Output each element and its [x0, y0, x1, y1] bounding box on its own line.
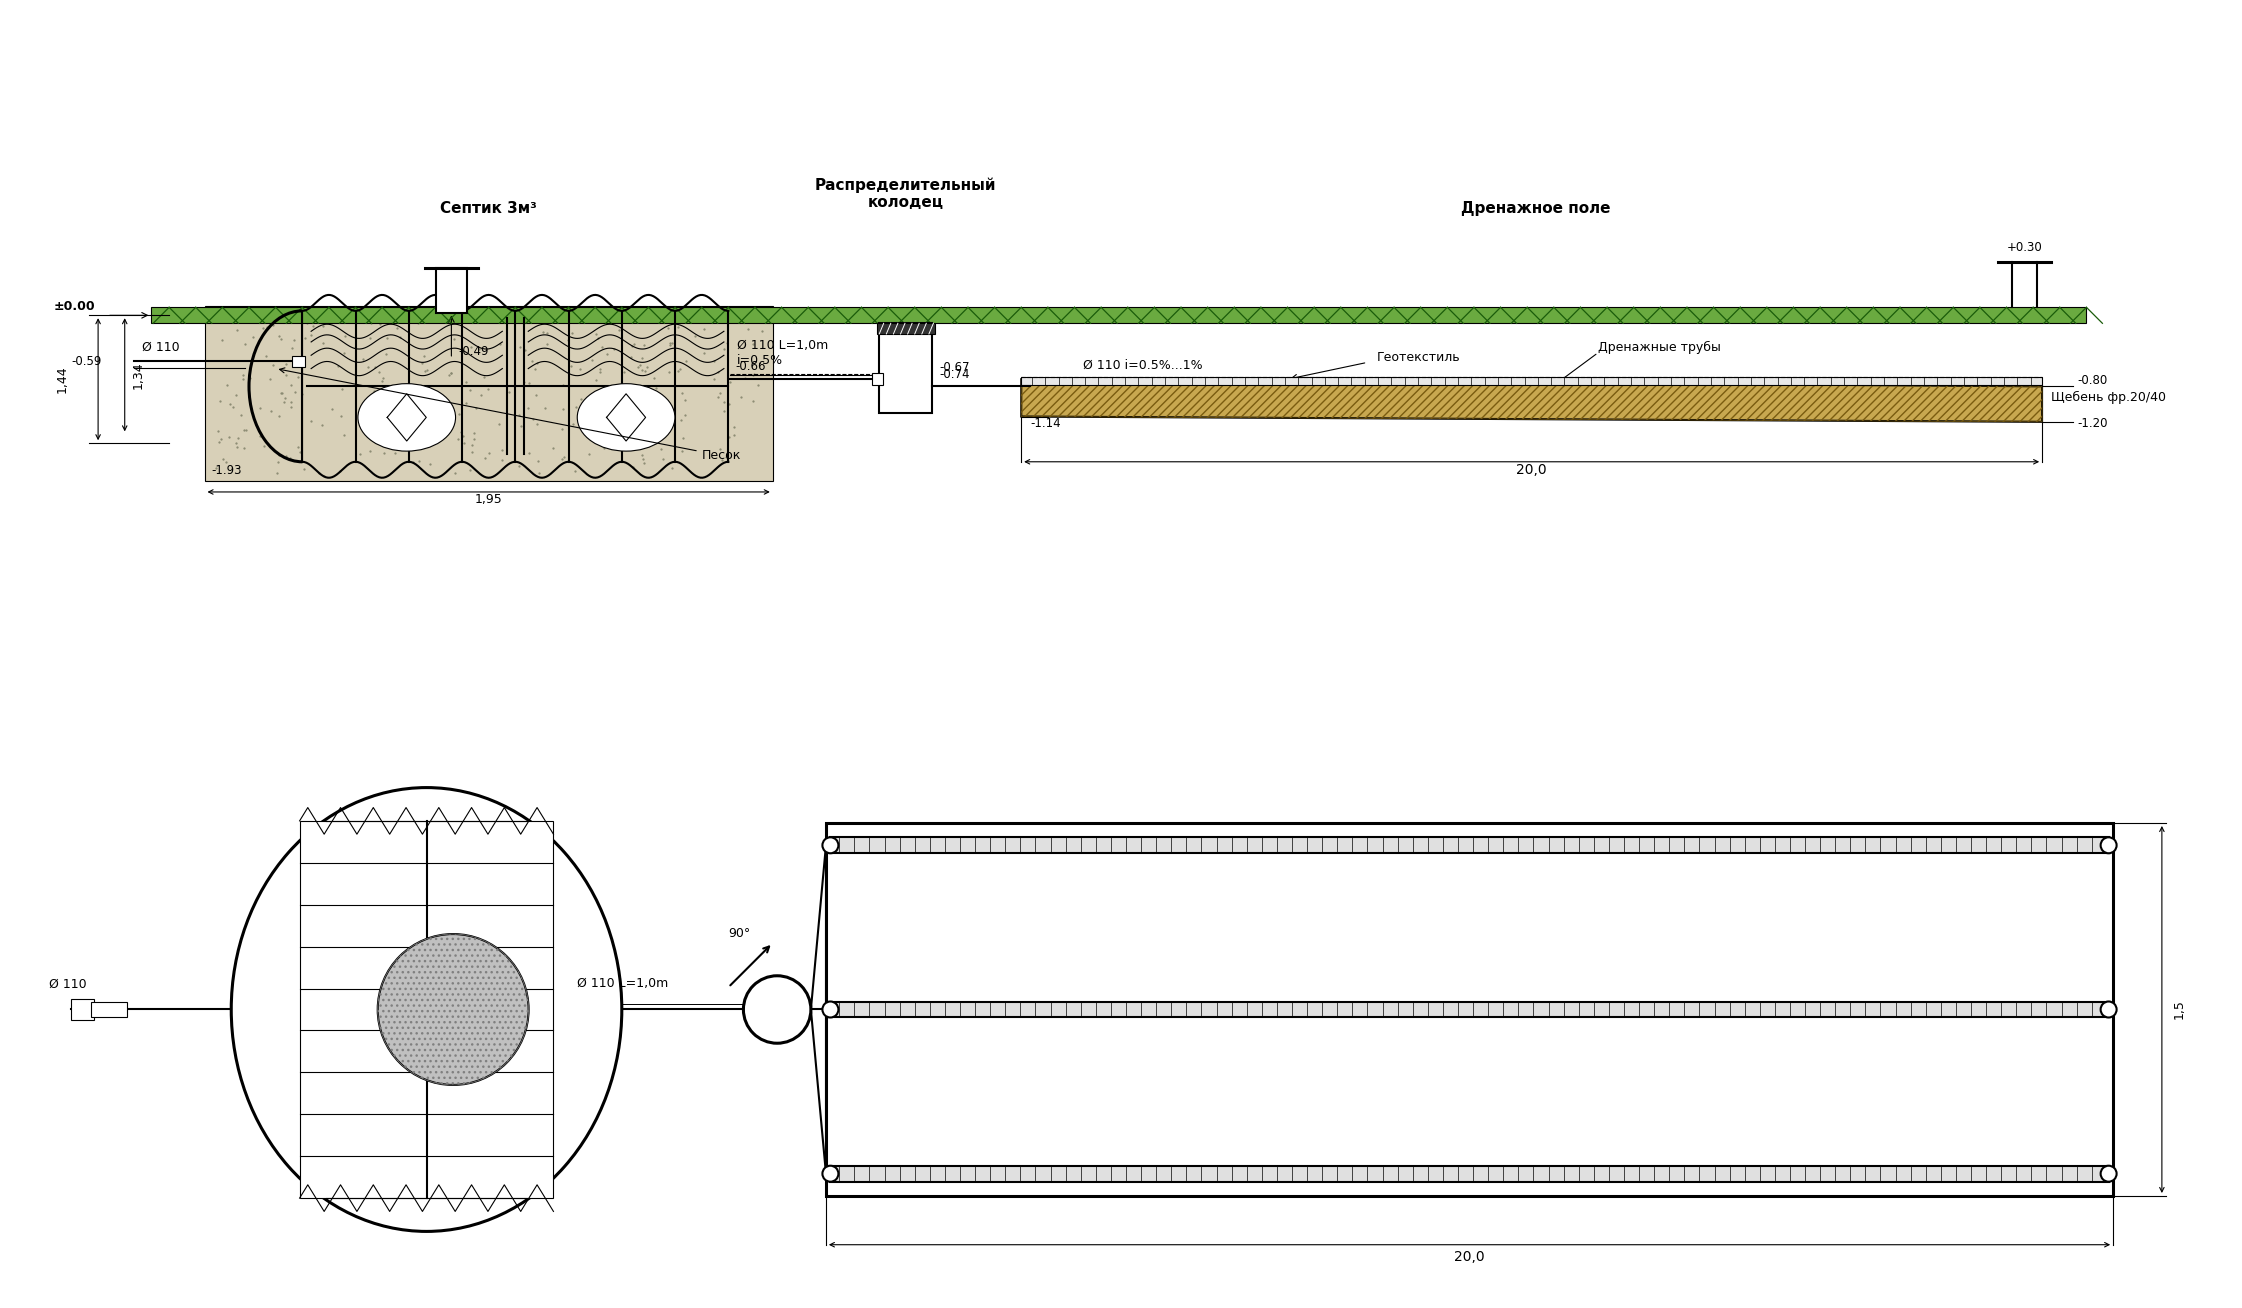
Bar	[830, 837, 2110, 853]
Text: Щебень фр.20/40: Щебень фр.20/40	[2051, 391, 2166, 404]
Text: Распределительный
колодец: Распределительный колодец	[816, 177, 998, 211]
Text: 90°: 90°	[729, 926, 751, 939]
Text: 1,5: 1,5	[2172, 999, 2186, 1019]
Text: -0.49: -0.49	[457, 345, 489, 358]
Bar	[1022, 378, 2042, 386]
Bar	[72, 999, 94, 1020]
Polygon shape	[1022, 379, 2042, 422]
Circle shape	[2101, 1002, 2116, 1018]
Ellipse shape	[359, 383, 455, 451]
Circle shape	[377, 934, 529, 1084]
Text: Септик 3м³: Септик 3м³	[439, 201, 538, 216]
Text: 1,34: 1,34	[132, 361, 143, 388]
Bar	[872, 373, 883, 386]
Circle shape	[2101, 837, 2116, 853]
Circle shape	[823, 1165, 839, 1181]
Bar	[300, 821, 554, 1198]
Text: -0.74: -0.74	[939, 369, 971, 382]
Text: Дренажные трубы: Дренажные трубы	[1599, 341, 1722, 354]
Text: Ø 110 L=1,0m: Ø 110 L=1,0m	[578, 977, 668, 990]
Circle shape	[2101, 1165, 2116, 1181]
Text: 1,44: 1,44	[56, 365, 70, 392]
Text: 20,0: 20,0	[1455, 1249, 1484, 1264]
Text: -1.93: -1.93	[211, 464, 242, 477]
Text: -0.66: -0.66	[735, 360, 767, 373]
Ellipse shape	[231, 787, 621, 1231]
Ellipse shape	[576, 383, 675, 451]
Bar	[877, 323, 935, 334]
Circle shape	[823, 1002, 839, 1018]
Text: Дренажное поле: Дренажное поле	[1462, 201, 1610, 216]
Text: ±0.00: ±0.00	[54, 300, 96, 313]
Bar	[92, 1002, 126, 1018]
Text: 1,95: 1,95	[475, 493, 502, 506]
Text: Геотекстиль: Геотекстиль	[1377, 352, 1460, 365]
Text: -0.80: -0.80	[2078, 374, 2107, 387]
Bar	[830, 1002, 2110, 1018]
Text: -0.59: -0.59	[72, 354, 101, 368]
Text: Ø 110: Ø 110	[49, 977, 87, 990]
Bar	[825, 823, 2112, 1196]
Bar	[152, 307, 2087, 323]
Text: 20,0: 20,0	[1516, 463, 1547, 477]
Text: -1.14: -1.14	[1029, 417, 1060, 430]
Bar	[435, 268, 466, 313]
Text: Песок: Песок	[280, 368, 742, 462]
Text: +0.30: +0.30	[2007, 242, 2042, 255]
Circle shape	[744, 976, 812, 1044]
Bar	[830, 1165, 2110, 1181]
Text: -1.20: -1.20	[2078, 417, 2107, 430]
Bar	[879, 323, 933, 413]
Polygon shape	[204, 306, 773, 481]
Circle shape	[823, 837, 839, 853]
Text: -0.67: -0.67	[939, 361, 971, 374]
Text: Ø 110: Ø 110	[143, 341, 179, 354]
Text: Ø 110 i=0.5%...1%: Ø 110 i=0.5%...1%	[1083, 358, 1204, 371]
Text: Ø 110 L=1,0m
i=0.5%: Ø 110 L=1,0m i=0.5%	[738, 339, 830, 368]
Bar	[291, 356, 305, 366]
